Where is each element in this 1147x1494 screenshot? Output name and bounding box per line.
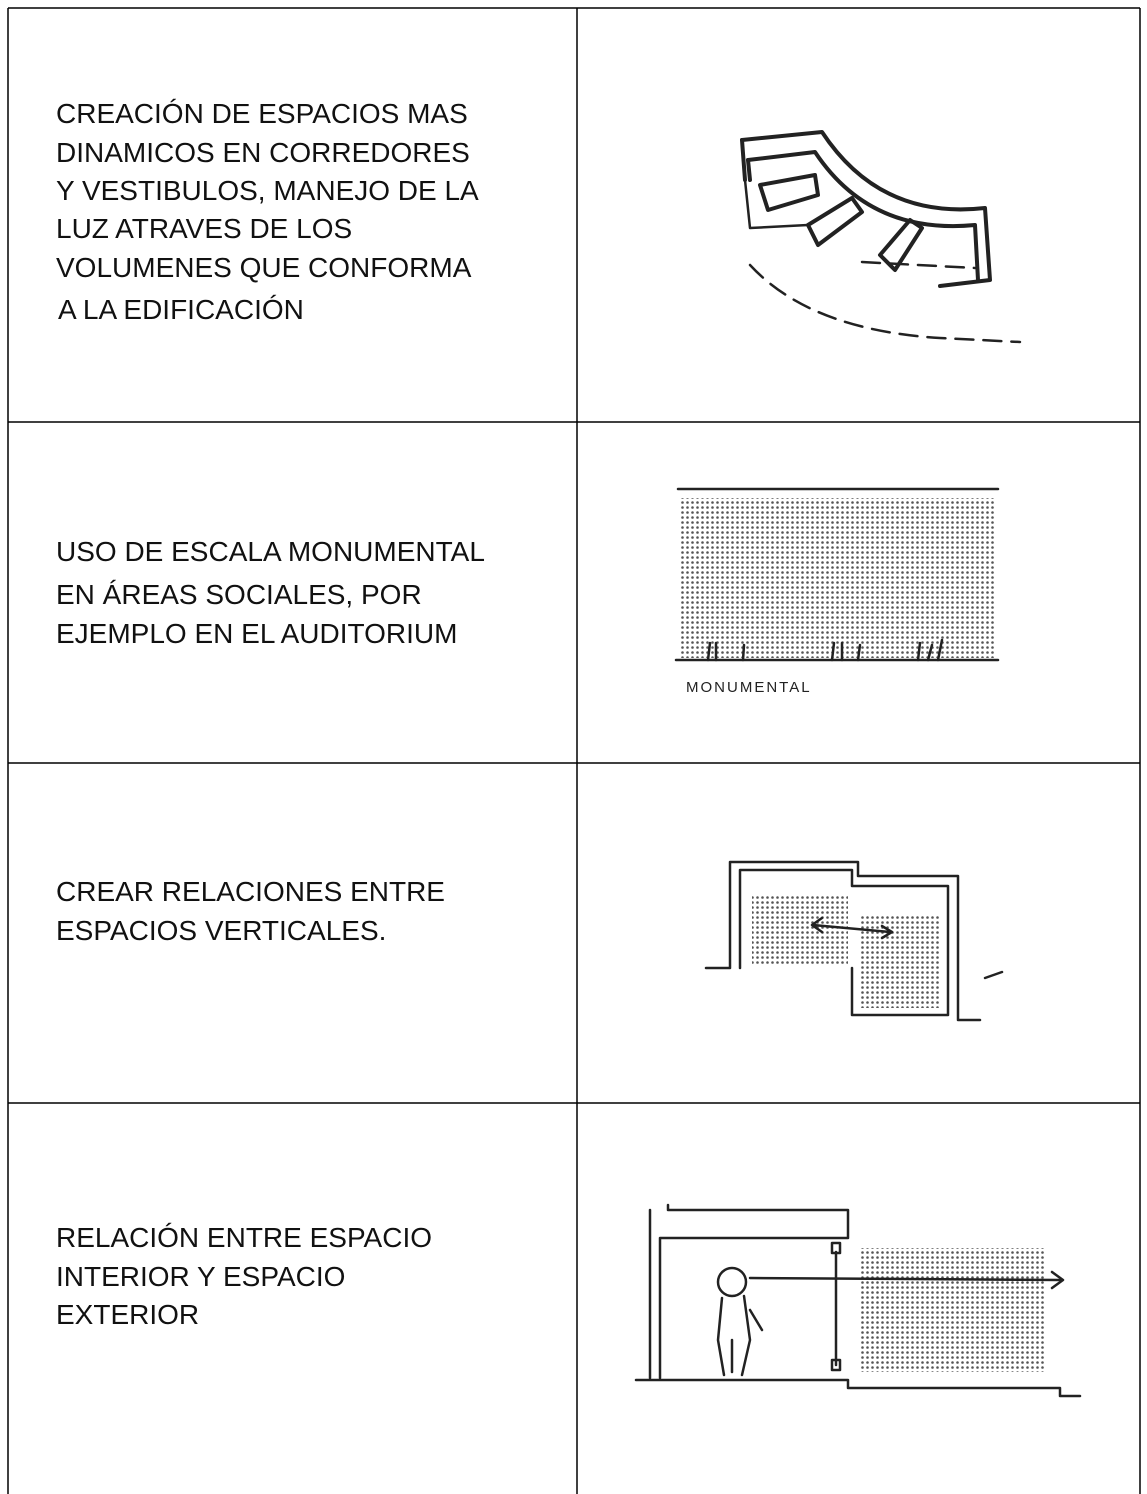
- text-line: CREAR RELACIONES ENTRE: [56, 876, 445, 907]
- text-line: USO DE ESCALA MONUMENTAL: [56, 536, 485, 567]
- text-line: EXTERIOR: [56, 1299, 199, 1330]
- text-line: EN ÁREAS SOCIALES, POR: [56, 579, 422, 610]
- text-line: ESPACIOS VERTICALES.: [56, 915, 386, 946]
- row-4-text: RELACIÓN ENTRE ESPACIO INTERIOR Y ESPACI…: [56, 1222, 432, 1330]
- sketch-interior-exterior: [634, 1203, 1082, 1398]
- text-line: VOLUMENES QUE CONFORMA: [56, 252, 472, 283]
- table-grid: [7, 7, 1141, 1494]
- text-line: Y VESTIBULOS, MANEJO DE LA: [56, 175, 479, 206]
- sketch-curved-corridor: [740, 130, 1022, 344]
- row-1-text: CREACIÓN DE ESPACIOS MAS DINAMICOS EN CO…: [56, 98, 479, 325]
- sketch-monumental: MONUMENTAL: [674, 487, 1000, 696]
- text-line: EJEMPLO EN EL AUDITORIUM: [56, 618, 457, 649]
- sketch-vertical-spaces: [704, 860, 1004, 1022]
- text-line: INTERIOR Y ESPACIO: [56, 1261, 345, 1292]
- sketch-label: MONUMENTAL: [686, 679, 812, 696]
- text-line: A LA EDIFICACIÓN: [58, 294, 304, 325]
- text-line: RELACIÓN ENTRE ESPACIO: [56, 1222, 432, 1253]
- text-line: DINAMICOS EN CORREDORES: [56, 137, 470, 168]
- text-line: CREACIÓN DE ESPACIOS MAS: [56, 98, 468, 129]
- row-3-text: CREAR RELACIONES ENTRE ESPACIOS VERTICAL…: [56, 876, 445, 946]
- text-line: LUZ ATRAVES DE LOS: [56, 213, 352, 244]
- row-2-text: USO DE ESCALA MONUMENTAL EN ÁREAS SOCIAL…: [56, 536, 485, 649]
